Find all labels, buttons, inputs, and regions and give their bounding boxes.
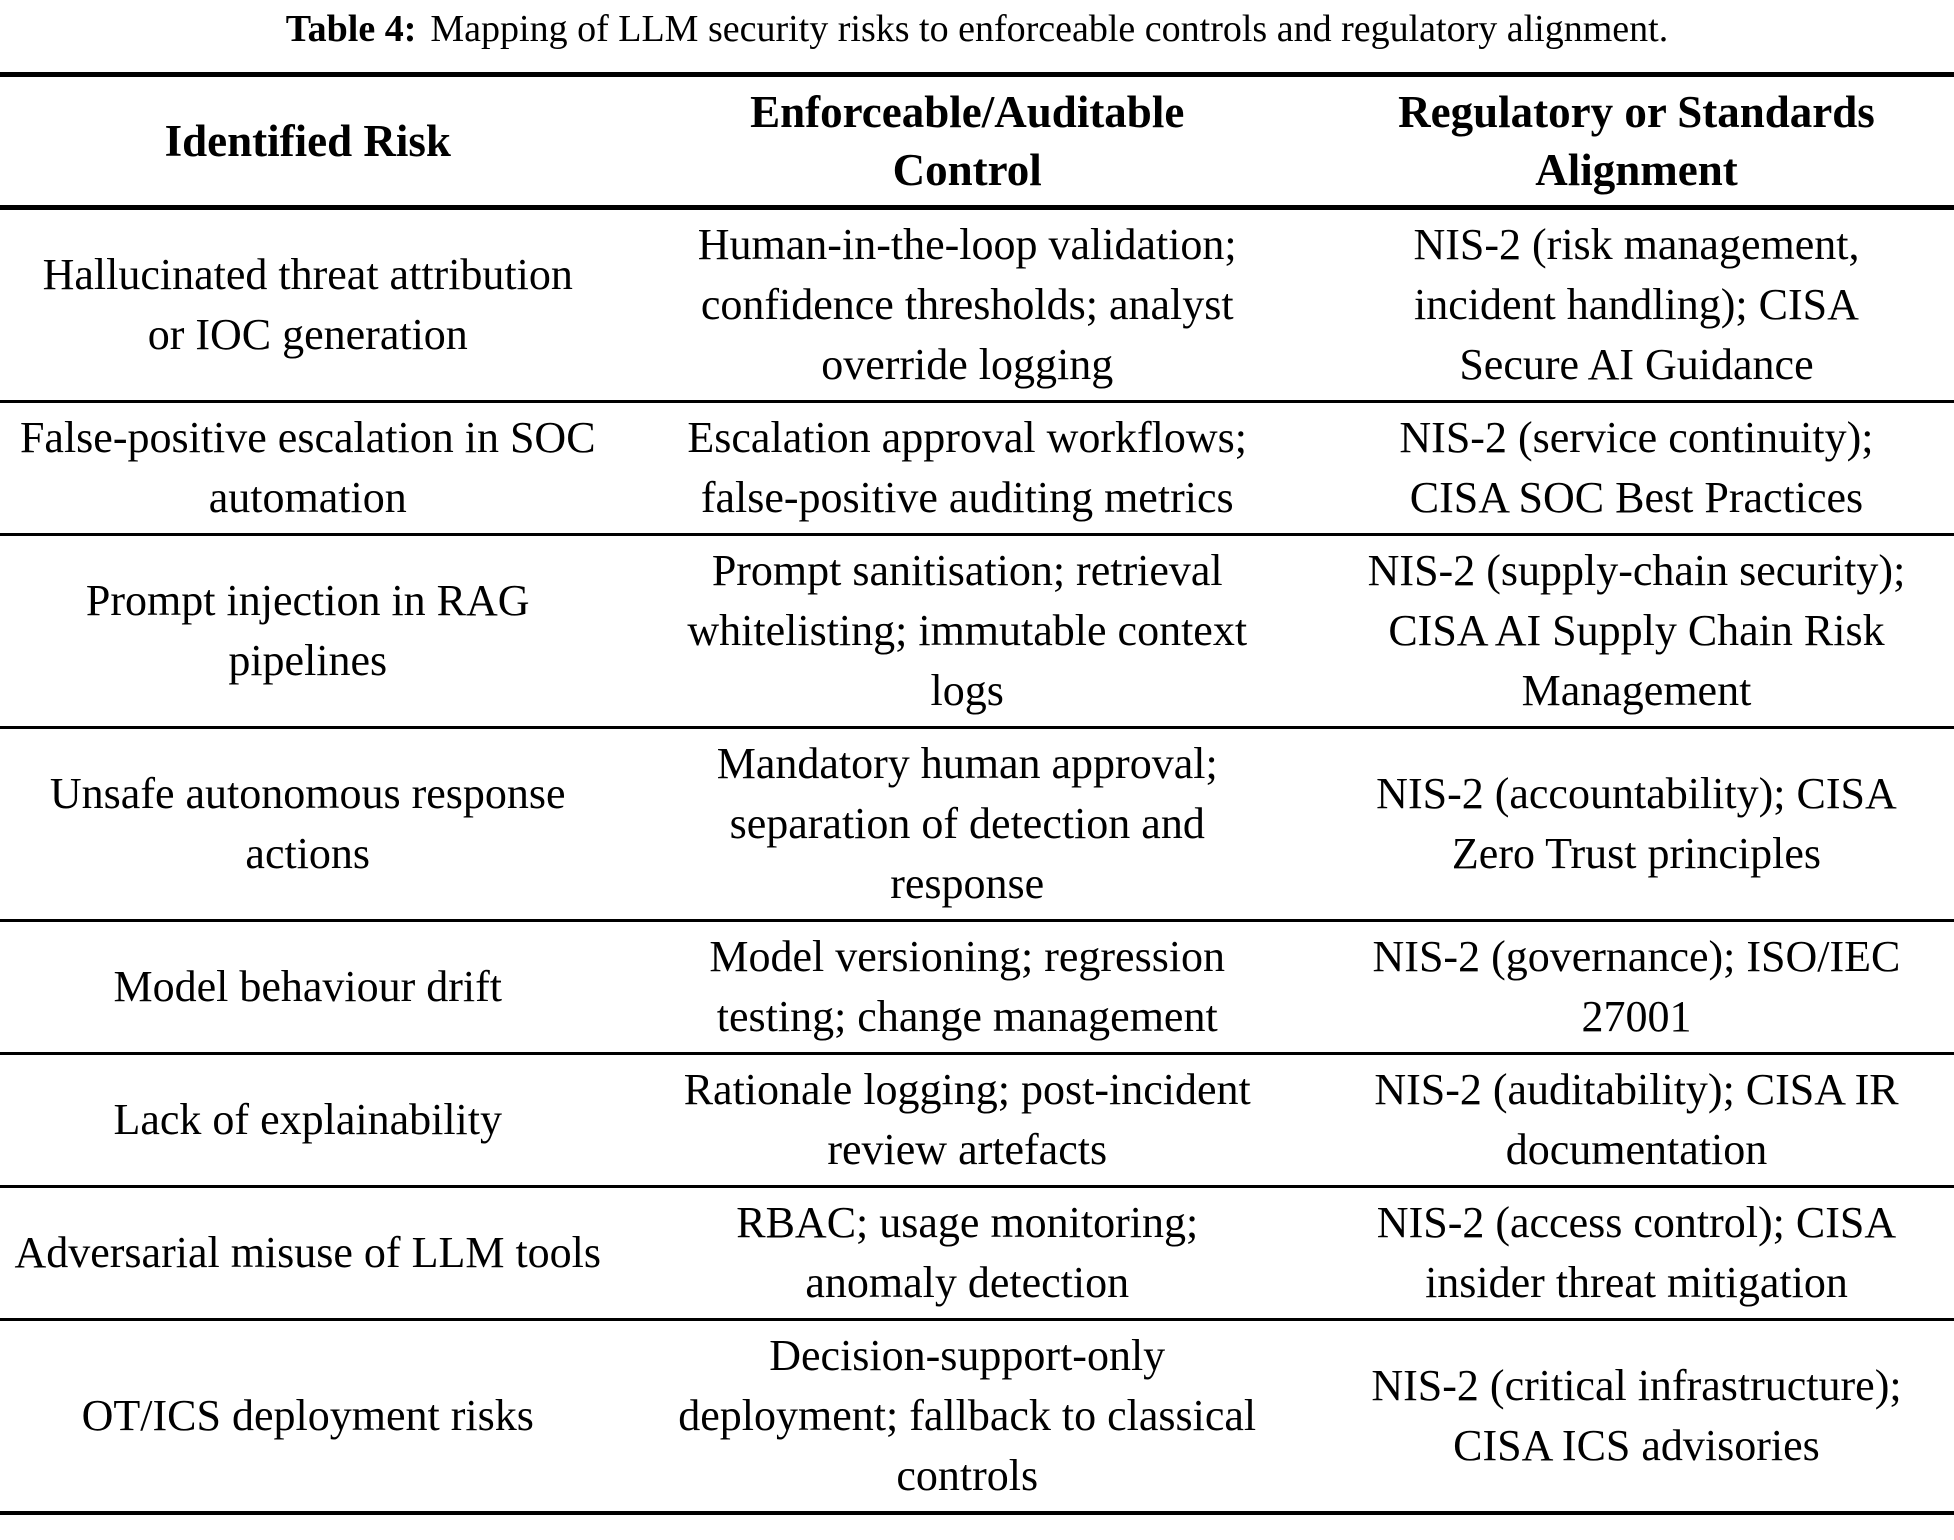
- table-row: OT/ICS deployment risks Decision-support-…: [0, 1320, 1954, 1513]
- cell-alignment: NIS-2 (risk management, incident handlin…: [1413, 220, 1860, 389]
- cell-alignment: NIS-2 (service continuity); CISA SOC Bes…: [1399, 413, 1874, 522]
- caption-text: Mapping of LLM security risks to enforce…: [430, 8, 1669, 50]
- cell-control: Decision-support-only deployment; fallba…: [678, 1331, 1257, 1500]
- cell-control: Model versioning; regression testing; ch…: [709, 932, 1226, 1041]
- cell-control: Rationale logging; post-incident review …: [683, 1065, 1251, 1174]
- table-caption: Table 4: Mapping of LLM security risks to…: [0, 0, 1954, 52]
- cell-risk: False-positive escalation in SOC automat…: [19, 413, 596, 522]
- table-row: False-positive escalation in SOC automat…: [0, 402, 1954, 535]
- header-row: Identified Risk Enforceable/Auditable Co…: [0, 75, 1954, 208]
- col-header-identified-risk: Identified Risk: [164, 116, 451, 166]
- risk-controls-table: Identified Risk Enforceable/Auditable Co…: [0, 72, 1954, 1515]
- col-header-enforceable-control: Enforceable/Auditable Control: [750, 87, 1185, 195]
- cell-risk: Unsafe autonomous response actions: [49, 769, 566, 878]
- cell-alignment: NIS-2 (accountability); CISA Zero Trust …: [1376, 769, 1897, 878]
- table-row: Lack of explainability Rationale logging;…: [0, 1054, 1954, 1187]
- caption-label: Table 4:: [285, 8, 417, 50]
- cell-risk: Model behaviour drift: [113, 962, 503, 1011]
- table-row: Unsafe autonomous response actions Mandat…: [0, 728, 1954, 921]
- cell-alignment: NIS-2 (supply-chain security); CISA AI S…: [1367, 546, 1906, 715]
- table-header: Identified Risk Enforceable/Auditable Co…: [0, 75, 1954, 208]
- cell-risk: OT/ICS deployment risks: [81, 1391, 534, 1440]
- table-body: Hallucinated threat attribution or IOC g…: [0, 208, 1954, 1513]
- cell-control: Prompt sanitisation; retrieval whitelist…: [687, 546, 1248, 715]
- cell-control: Escalation approval workflows; false-pos…: [687, 413, 1248, 522]
- cell-alignment: NIS-2 (auditability); CISA IR documentat…: [1374, 1065, 1899, 1174]
- cell-alignment: NIS-2 (critical infrastructure); CISA IC…: [1371, 1361, 1902, 1470]
- cell-control: Human-in-the-loop validation; confidence…: [697, 220, 1237, 389]
- cell-alignment: NIS-2 (governance); ISO/IEC 27001: [1372, 932, 1901, 1041]
- table-row: Prompt injection in RAG pipelines Prompt …: [0, 535, 1954, 728]
- col-header-regulatory-alignment: Regulatory or Standards Alignment: [1398, 87, 1875, 195]
- cell-control: RBAC; usage monitoring; anomaly detectio…: [736, 1198, 1199, 1307]
- table-row: Hallucinated threat attribution or IOC g…: [0, 208, 1954, 402]
- cell-control: Mandatory human approval; separation of …: [716, 739, 1218, 908]
- cell-risk: Hallucinated threat attribution or IOC g…: [42, 250, 573, 359]
- table-row: Model behaviour drift Model versioning; r…: [0, 921, 1954, 1054]
- cell-risk: Adversarial misuse of LLM tools: [14, 1228, 602, 1277]
- cell-alignment: NIS-2 (access control); CISA insider thr…: [1376, 1198, 1897, 1307]
- cell-risk: Lack of explainability: [113, 1095, 503, 1144]
- table-row: Adversarial misuse of LLM tools RBAC; usa…: [0, 1187, 1954, 1320]
- cell-risk: Prompt injection in RAG pipelines: [85, 576, 530, 685]
